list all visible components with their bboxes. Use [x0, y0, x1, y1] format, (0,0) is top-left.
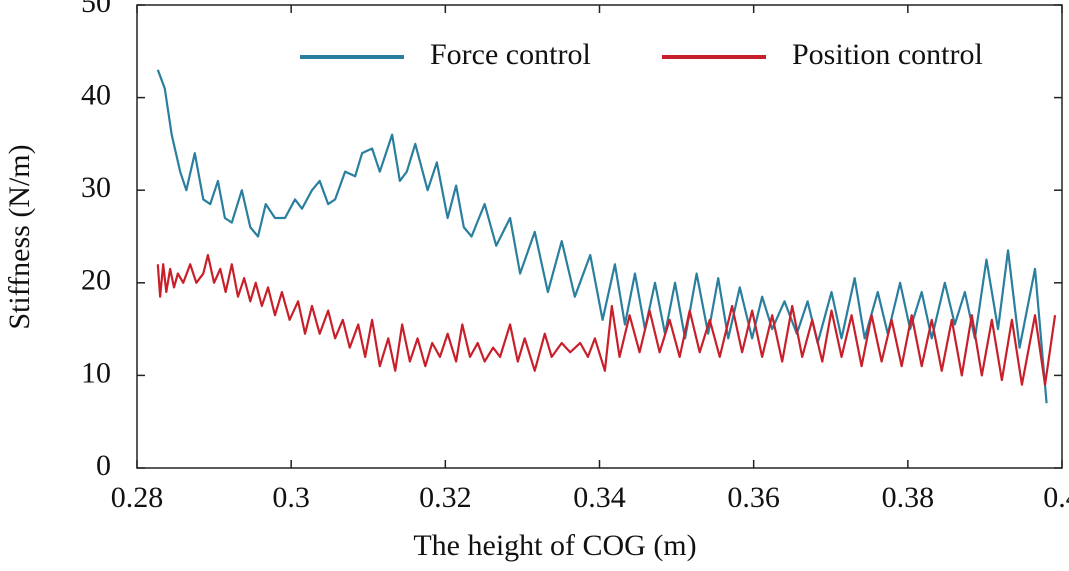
x-tick-label: 0.4 — [1043, 481, 1069, 514]
series-line — [156, 253, 1057, 386]
y-tick-label: 10 — [81, 356, 111, 389]
x-tick-label: 0.34 — [573, 481, 626, 514]
x-tick-label: 0.32 — [419, 481, 472, 514]
legend-label: Position control — [792, 38, 983, 71]
y-tick-label: 0 — [96, 449, 111, 482]
x-axis-label: The height of COG (m) — [413, 529, 696, 562]
x-tick-label: 0.3 — [272, 481, 310, 514]
y-tick-label: 50 — [81, 0, 111, 19]
legend-label: Force control — [430, 38, 591, 71]
x-tick-label: 0.38 — [882, 481, 935, 514]
x-tick-label: 0.36 — [727, 481, 780, 514]
y-tick-label: 40 — [81, 78, 111, 111]
x-tick-label: 0.28 — [111, 481, 164, 514]
y-tick-label: 20 — [81, 264, 111, 297]
series-line — [156, 69, 1048, 404]
plot-frame — [136, 4, 1063, 469]
y-tick-label: 30 — [81, 171, 111, 204]
y-axis-label: Stiffness (N/m) — [3, 144, 36, 329]
